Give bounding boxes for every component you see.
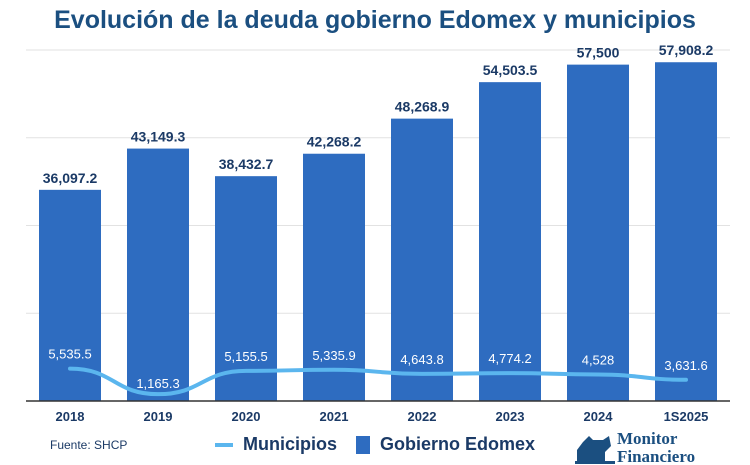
line-data-label: 4,774.2 [488,351,531,366]
line-swatch-icon [215,442,233,447]
bar-data-label: 42,268.2 [307,134,362,150]
svg-text:Monitor: Monitor [617,429,678,448]
bar [567,64,629,401]
legend-gobierno: Gobierno Edomex [356,434,535,455]
x-tick-label: 2024 [584,409,614,424]
x-tick-label: 2019 [144,409,173,424]
line-data-label: 4,643.8 [400,352,443,367]
x-tick-label: 2021 [320,409,349,424]
bar-data-label: 36,097.2 [43,170,98,186]
bar [655,62,717,401]
bar [303,153,365,401]
monitor-financiero-logo: Monitor Financiero [575,429,695,464]
legend-label: Gobierno Edomex [380,434,536,454]
x-tick-label: 2020 [232,409,261,424]
line-data-label: 5,155.5 [224,349,267,364]
bar [39,189,101,401]
source-note: Fuente: SHCP [50,438,128,452]
bar-data-label: 48,268.9 [395,99,450,115]
bar-data-label: 43,149.3 [131,129,186,145]
svg-text:Financiero: Financiero [617,447,695,464]
x-tick-label: 2022 [408,409,437,424]
legend-municipios: Municipios [215,434,337,455]
x-tick-label: 2023 [496,409,525,424]
line-data-label: 5,335.9 [312,348,355,363]
bar-swatch-icon [356,435,370,454]
x-tick-label: 1S2025 [664,409,709,424]
bar [479,82,541,401]
municipios-line [68,366,688,397]
bar [215,176,277,401]
line-data-label: 1,165.3 [136,376,179,391]
line-data-label: 4,528 [582,353,615,368]
bar-data-label: 57,500 [577,45,620,61]
legend-label: Municipios [243,434,337,454]
bar [127,148,189,401]
bar-data-label: 54,503.5 [483,62,538,78]
line-data-label: 3,631.6 [664,358,707,373]
bar-data-label: 38,432.7 [219,156,274,172]
line-data-label: 5,535.5 [48,347,91,362]
chart-title: Evolución de la deuda gobierno Edomex y … [54,6,696,34]
bar [391,118,453,401]
x-tick-label: 2018 [56,409,85,424]
bar-data-label: 57,908.2 [659,42,714,58]
